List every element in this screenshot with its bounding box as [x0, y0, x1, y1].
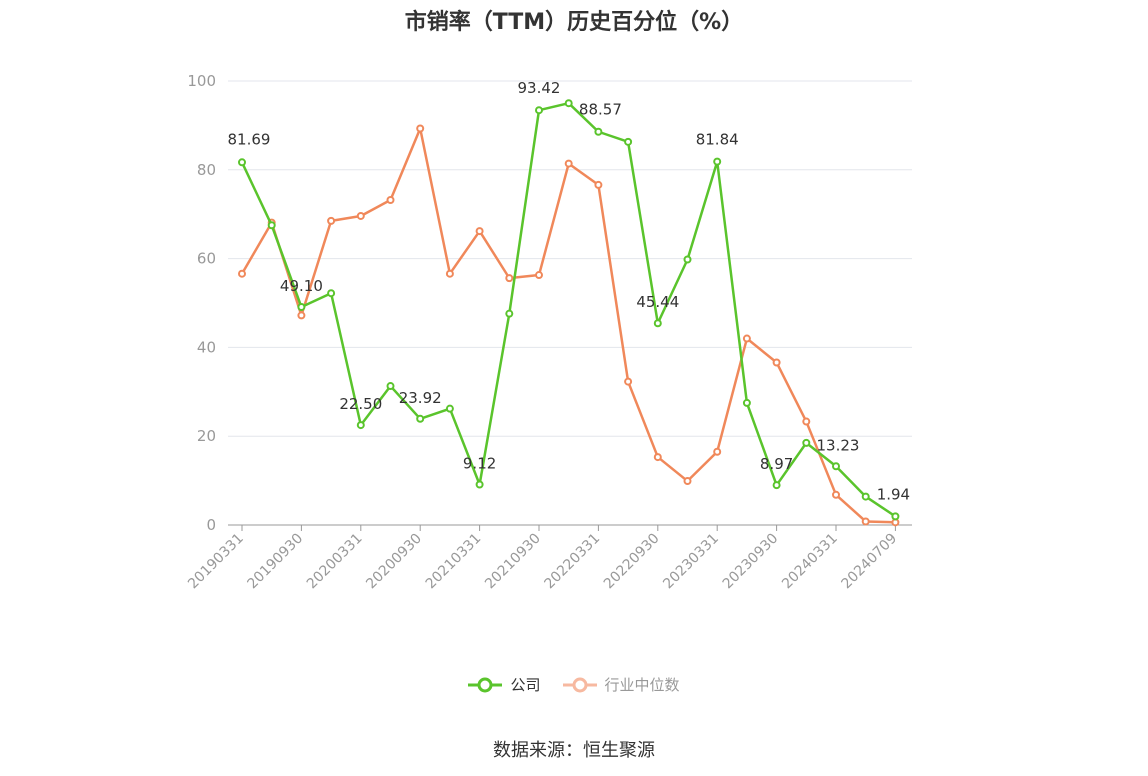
data-point-company [594, 127, 603, 136]
data-label: 1.94 [877, 485, 910, 503]
data-point-industry [445, 269, 454, 278]
data-point-industry [832, 490, 840, 499]
data-label: 45.44 [636, 293, 679, 311]
legend-label-industry: 行业中位数 [604, 676, 680, 694]
data-point-company [772, 481, 781, 490]
data-label: 81.69 [228, 130, 271, 148]
x-tick-label: 20240331 [779, 531, 841, 593]
x-tick-label: 20220331 [542, 531, 604, 593]
legend-label-company: 公司 [510, 676, 541, 694]
data-point-company [356, 421, 365, 430]
data-point-industry [386, 195, 395, 204]
data-label: 23.92 [399, 389, 442, 407]
data-point-company [832, 462, 840, 471]
data-point-industry [238, 269, 246, 278]
data-label: 81.84 [696, 131, 739, 149]
legend-marker-industry [562, 677, 597, 692]
data-point-company [267, 221, 276, 230]
data-point-company [416, 414, 425, 423]
data-point-industry [653, 453, 662, 462]
data-point-industry [742, 334, 751, 343]
data-point-company [713, 157, 722, 166]
x-tick-label: 20210930 [482, 531, 544, 593]
data-point-industry [624, 377, 633, 386]
data-point-industry [713, 447, 722, 456]
data-point-industry [802, 417, 811, 426]
data-point-company [535, 106, 543, 115]
y-tick-label: 20 [197, 427, 216, 445]
x-tick-label: 20210331 [423, 531, 485, 593]
data-point-company [624, 137, 633, 146]
x-tick-label: 20220930 [601, 531, 663, 593]
data-label: 22.50 [339, 395, 382, 413]
data-point-company [683, 255, 692, 264]
data-point-industry [416, 124, 425, 133]
data-point-industry [772, 358, 781, 367]
series [238, 99, 900, 527]
data-point-company [238, 158, 246, 167]
data-point-company [742, 398, 751, 407]
series-line-industry [240, 127, 896, 524]
data-point-company [505, 309, 514, 318]
x-tick-label: 20230930 [720, 531, 782, 593]
data-labels: 81.69 49.10 22.50 23.92 9.12 93.42 88.57 45.44 8… [228, 79, 911, 503]
data-point-industry [475, 227, 484, 236]
y-tick-label: 40 [197, 338, 216, 356]
data-point-company [802, 438, 811, 447]
legend: 公司 行业中位数 [0, 674, 1148, 695]
data-point-company [386, 382, 395, 391]
x-tick-label: 20200331 [304, 531, 366, 593]
x-tick-label: 20240709 [839, 531, 901, 593]
data-point-industry [535, 271, 543, 280]
data-label: 9.12 [463, 455, 496, 473]
y-tick-label: 80 [197, 161, 216, 179]
data-point-company [861, 492, 870, 501]
data-label: 93.42 [518, 79, 561, 97]
data-point-company [564, 99, 573, 108]
legend-item-industry[interactable]: 行业中位数 [562, 674, 680, 695]
data-point-industry [683, 477, 692, 486]
legend-item-company[interactable]: 公司 [468, 674, 541, 695]
x-tick-label: 20190331 [185, 531, 247, 593]
x-tick-label: 20190930 [245, 531, 307, 593]
data-point-industry [594, 180, 603, 189]
data-point-industry [356, 211, 365, 220]
data-point-industry [564, 159, 573, 168]
data-point-company [475, 480, 484, 489]
data-point-industry [505, 274, 514, 283]
data-point-company [327, 289, 336, 298]
data-point-industry [861, 517, 870, 526]
grid-lines [228, 80, 912, 437]
y-tick-label: 0 [206, 516, 216, 534]
data-label: 88.57 [579, 101, 622, 119]
data-point-company [297, 302, 306, 311]
data-point-industry [297, 311, 306, 320]
chart-title: 市销率（TTM）历史百分位（%） [404, 10, 744, 35]
source-note: 数据来源：恒生聚源 [493, 740, 655, 761]
y-tick-label: 100 [187, 72, 216, 90]
y-tick-label: 60 [197, 250, 216, 268]
data-point-company [653, 319, 662, 328]
x-tick-label: 20200930 [363, 531, 425, 593]
legend-marker-company [468, 677, 503, 692]
axes: 0 20 40 60 80 100 2019033120190930202003312020… [185, 72, 912, 592]
x-tick-label: 20230331 [660, 531, 722, 593]
data-label: 49.10 [280, 277, 323, 295]
data-point-company [445, 404, 454, 413]
data-label: 8.97 [760, 455, 793, 473]
data-label: 13.23 [817, 436, 860, 454]
data-point-company [891, 512, 900, 521]
data-point-industry [327, 216, 336, 225]
